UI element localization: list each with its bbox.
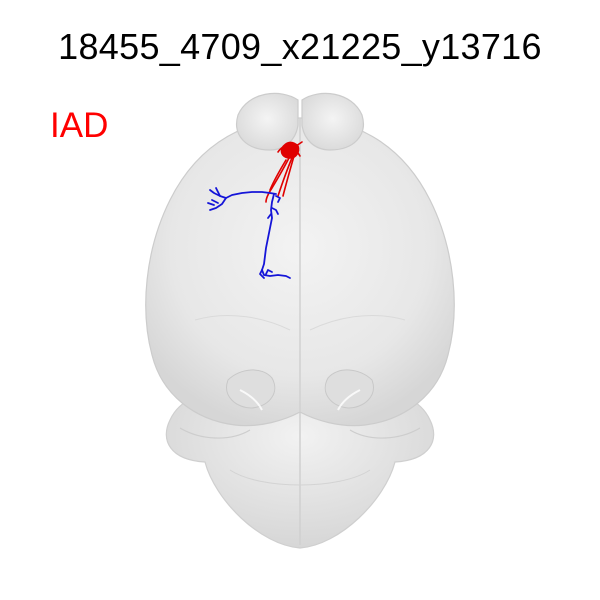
cerebrum-shape xyxy=(145,117,455,427)
region-label: IAD xyxy=(50,106,109,145)
neuron-axon xyxy=(207,187,291,279)
neuron-dendrites xyxy=(265,141,303,203)
figure-title: 18455_4709_x21225_y13716 xyxy=(58,26,542,67)
olfactory-bulbs-shape xyxy=(236,92,364,151)
